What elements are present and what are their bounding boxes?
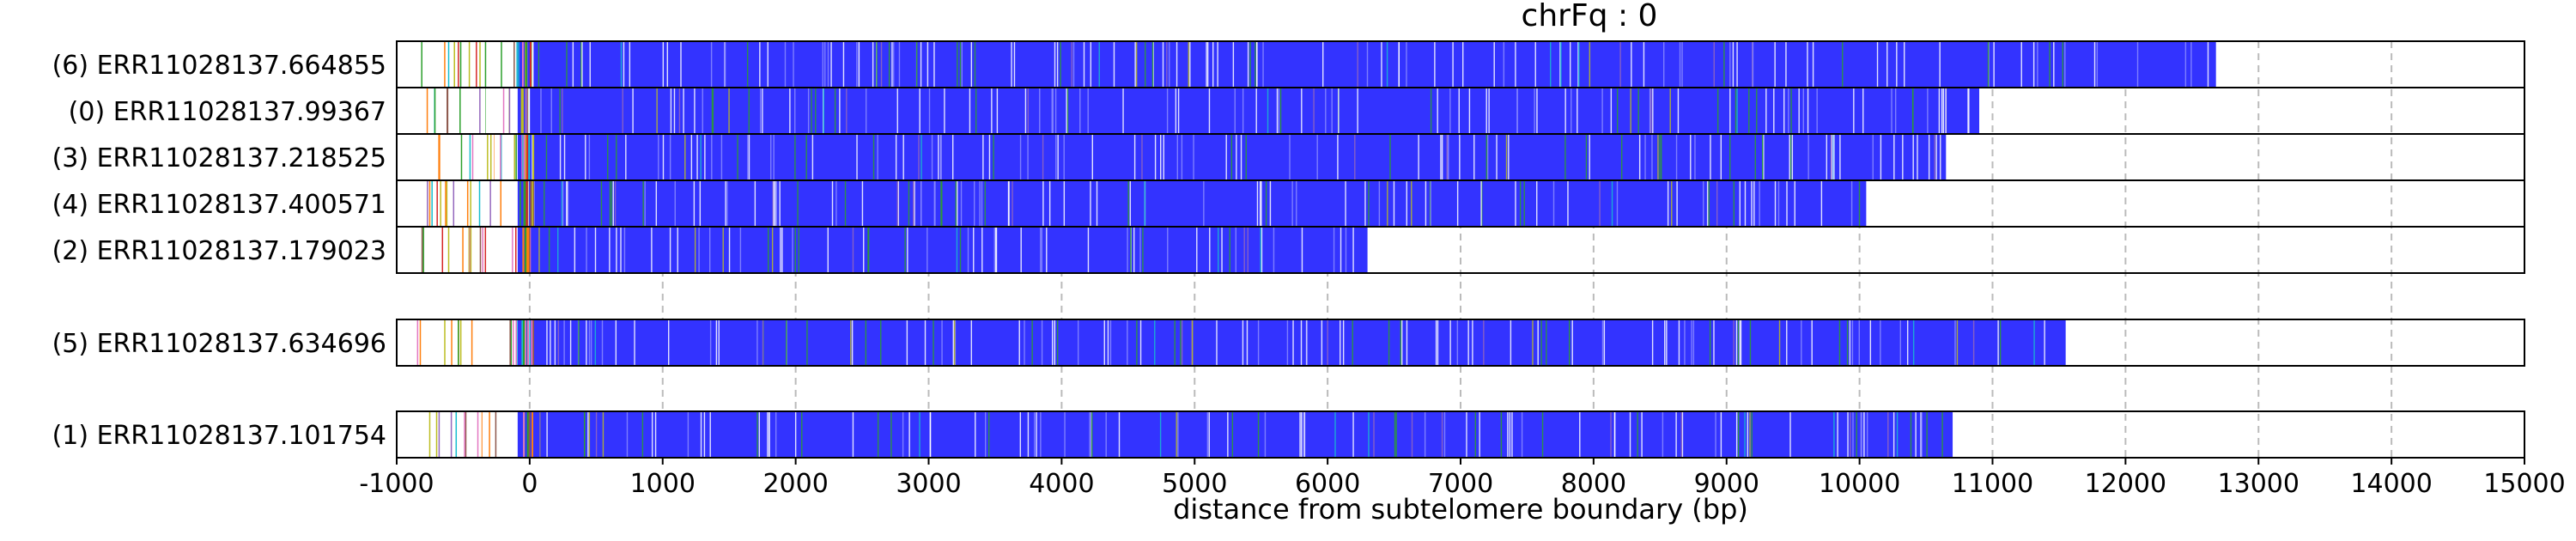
read-label: (4) ERR11028137.400571	[52, 190, 386, 220]
read-row: (2) ERR11028137.179023	[52, 226, 2525, 274]
x-tick-label: 15000	[2483, 469, 2565, 499]
x-tick-label: 2000	[762, 469, 828, 499]
read-label: (3) ERR11028137.218525	[52, 143, 386, 173]
x-axis-label: distance from subtelomere boundary (bp)	[1173, 493, 1748, 526]
read-label: (2) ERR11028137.179023	[52, 236, 386, 266]
x-tick-label: 6000	[1295, 469, 1360, 499]
x-tick-label: 9000	[1694, 469, 1759, 499]
read-bar	[517, 41, 2216, 88]
x-tick-label: 5000	[1162, 469, 1227, 499]
chart-title: chrFq : 0	[1522, 0, 1658, 33]
read-bar	[517, 88, 1980, 134]
x-tick-label: 11000	[1952, 469, 2033, 499]
read-label: (0) ERR11028137.99367	[69, 97, 386, 127]
read-frame	[396, 226, 2525, 274]
x-tick-label: 10000	[1819, 469, 1900, 499]
x-tick-label: 8000	[1561, 469, 1626, 499]
x-tick-label: 12000	[2085, 469, 2166, 499]
read-row: (6) ERR11028137.664855	[52, 40, 2525, 88]
x-axis: -1000 0 1000 2000 3000 4000 5000 6000 7000 8000 90…	[359, 458, 2566, 499]
x-tick-label: 3000	[896, 469, 961, 499]
x-tick-label: -1000	[359, 469, 434, 499]
read-bar	[517, 227, 1368, 273]
x-tick-label: 14000	[2350, 469, 2432, 499]
read-label: (6) ERR11028137.664855	[52, 51, 386, 81]
read-bar	[517, 180, 1867, 227]
read-frame	[396, 319, 2525, 367]
x-tick-label: 13000	[2218, 469, 2300, 499]
x-tick-label: 4000	[1029, 469, 1094, 499]
read-label: (5) ERR11028137.634696	[52, 329, 386, 359]
read-label: (1) ERR11028137.101754	[52, 421, 386, 451]
read-row: (3) ERR11028137.218525	[52, 133, 2525, 181]
read-row: (1) ERR11028137.101754	[52, 410, 2525, 459]
x-tick-label: 7000	[1428, 469, 1493, 499]
read-bar	[517, 319, 2066, 366]
read-row: (0) ERR11028137.99367	[69, 87, 2525, 135]
x-tick-label: 0	[521, 469, 538, 499]
x-tick-label: 1000	[630, 469, 696, 499]
read-row: (5) ERR11028137.634696	[52, 319, 2525, 367]
read-row: (4) ERR11028137.400571	[52, 179, 2525, 228]
read-bar	[517, 411, 1953, 458]
